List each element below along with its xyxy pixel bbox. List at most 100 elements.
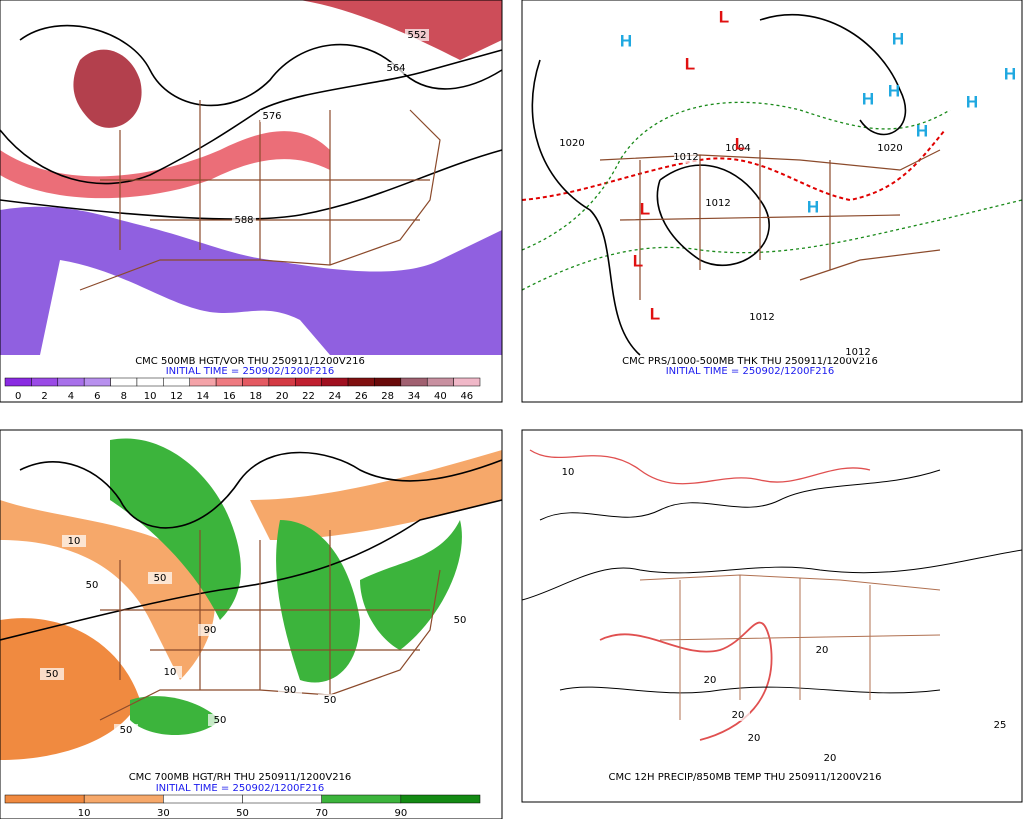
contour-label: 50 bbox=[214, 715, 227, 726]
colorbar-label: 24 bbox=[328, 391, 341, 402]
rh-moist bbox=[276, 520, 360, 683]
high-center: H bbox=[892, 29, 904, 48]
contour-label: 20 bbox=[824, 753, 837, 764]
colorbar-swatch bbox=[31, 377, 59, 387]
state-borders bbox=[79, 100, 441, 291]
colorbar-label: 28 bbox=[381, 391, 394, 402]
colorbar-label: 16 bbox=[223, 391, 236, 402]
label-bg bbox=[40, 668, 64, 680]
label-bg bbox=[260, 110, 284, 122]
contour-label: 50 bbox=[324, 695, 337, 706]
contour-label: 20 bbox=[732, 710, 745, 721]
label-bg bbox=[148, 572, 172, 584]
label-bg bbox=[80, 579, 104, 591]
label-bg bbox=[114, 724, 138, 736]
contour-label: 1020 bbox=[559, 138, 584, 149]
high-center: H bbox=[1004, 64, 1016, 83]
initial-time: INITIAL TIME = 250902/1200F216 bbox=[156, 783, 325, 794]
colorbar-label: 70 bbox=[315, 808, 328, 819]
isobar bbox=[759, 14, 907, 136]
rh-moist bbox=[360, 520, 462, 650]
label-bg bbox=[384, 62, 408, 74]
contour-label: 552 bbox=[407, 30, 426, 41]
colorbar-label: 4 bbox=[68, 391, 74, 402]
label-bg bbox=[556, 466, 580, 478]
vort-max bbox=[73, 49, 142, 128]
colorbar-swatch bbox=[321, 794, 402, 804]
contour-label: 20 bbox=[816, 645, 829, 656]
rh-dry bbox=[250, 450, 502, 540]
colorbar-label: 2 bbox=[41, 391, 47, 402]
colorbar-swatch bbox=[268, 377, 296, 387]
label-bg bbox=[208, 714, 232, 726]
colorbar-swatch bbox=[321, 377, 349, 387]
rh-moist bbox=[110, 438, 241, 620]
contour-label: 1020 bbox=[877, 143, 902, 154]
initial-time: INITIAL TIME = 250902/1200F216 bbox=[666, 366, 835, 377]
colorbar-label: 10 bbox=[144, 391, 157, 402]
contour-label: 20 bbox=[704, 675, 717, 686]
state-borders bbox=[599, 149, 941, 300]
low-center: L bbox=[719, 7, 729, 26]
height-contour bbox=[0, 149, 503, 220]
contour-label: 50 bbox=[154, 573, 167, 584]
colorbar-swatch bbox=[163, 794, 243, 804]
contour-label: 588 bbox=[234, 215, 253, 226]
contour-label: 1012 bbox=[749, 312, 774, 323]
contour-label: 576 bbox=[262, 111, 281, 122]
contour-label: 50 bbox=[86, 580, 99, 591]
colorbar-swatch bbox=[57, 377, 85, 387]
precip-contour bbox=[521, 549, 1023, 601]
panel-humidity bbox=[0, 429, 503, 819]
label-bg bbox=[278, 684, 302, 696]
colorbar-label: 20 bbox=[276, 391, 289, 402]
height-contour bbox=[19, 451, 503, 529]
colorbar-label: 26 bbox=[355, 391, 368, 402]
isobar bbox=[531, 59, 641, 356]
colorbar-swatch bbox=[136, 377, 164, 387]
rh-dry bbox=[0, 618, 140, 760]
panel-frame bbox=[521, 0, 1023, 403]
high-center: H bbox=[916, 121, 928, 140]
initial-time: INITIAL TIME = 250902/1200F216 bbox=[166, 366, 335, 377]
thickness-line bbox=[521, 199, 1023, 291]
panel-pressure bbox=[521, 0, 1023, 403]
map-caption: CMC PRS/1000-500MB THK THU 250911/1200V2… bbox=[622, 356, 878, 367]
panel-vorticity bbox=[0, 0, 503, 403]
label-bg bbox=[988, 719, 1012, 731]
colorbar-label: 46 bbox=[460, 391, 473, 402]
label-bg bbox=[818, 752, 842, 764]
label-bg bbox=[405, 29, 429, 41]
colorbar-swatch bbox=[347, 377, 375, 387]
colorbar-swatch bbox=[163, 377, 190, 387]
colorbar-swatch bbox=[242, 377, 270, 387]
colorbar-swatch bbox=[4, 377, 32, 387]
low-center: L bbox=[735, 134, 745, 153]
contour-label: 50 bbox=[120, 725, 133, 736]
vort-gap bbox=[40, 260, 330, 355]
vort-max bbox=[300, 0, 502, 60]
contour-label: 1012 bbox=[845, 347, 870, 358]
contour-label: 1012 bbox=[705, 198, 730, 209]
precip-contour bbox=[539, 469, 941, 521]
label-bg bbox=[198, 624, 222, 636]
colorbar-label: 50 bbox=[236, 808, 249, 819]
colorbar-swatch bbox=[374, 377, 402, 387]
colorbar-swatch bbox=[400, 794, 481, 804]
contour-label: 1012 bbox=[673, 152, 698, 163]
label-bg bbox=[62, 535, 86, 547]
label-bg bbox=[698, 674, 722, 686]
colorbar-label: 14 bbox=[197, 391, 210, 402]
map-caption: CMC 500MB HGT/VOR THU 250911/1200V216 bbox=[135, 356, 365, 367]
map-caption: CMC 700MB HGT/RH THU 250911/1200V216 bbox=[129, 772, 352, 783]
contour-label: 20 bbox=[748, 733, 761, 744]
height-contour bbox=[0, 499, 503, 641]
colorbar-label: 8 bbox=[121, 391, 127, 402]
label-bg bbox=[560, 137, 584, 149]
colorbar-swatch bbox=[242, 794, 322, 804]
colorbar-swatch bbox=[83, 377, 111, 387]
label-bg bbox=[750, 311, 774, 323]
colorbar-swatch bbox=[453, 377, 481, 387]
contour-label: 25 bbox=[994, 720, 1007, 731]
